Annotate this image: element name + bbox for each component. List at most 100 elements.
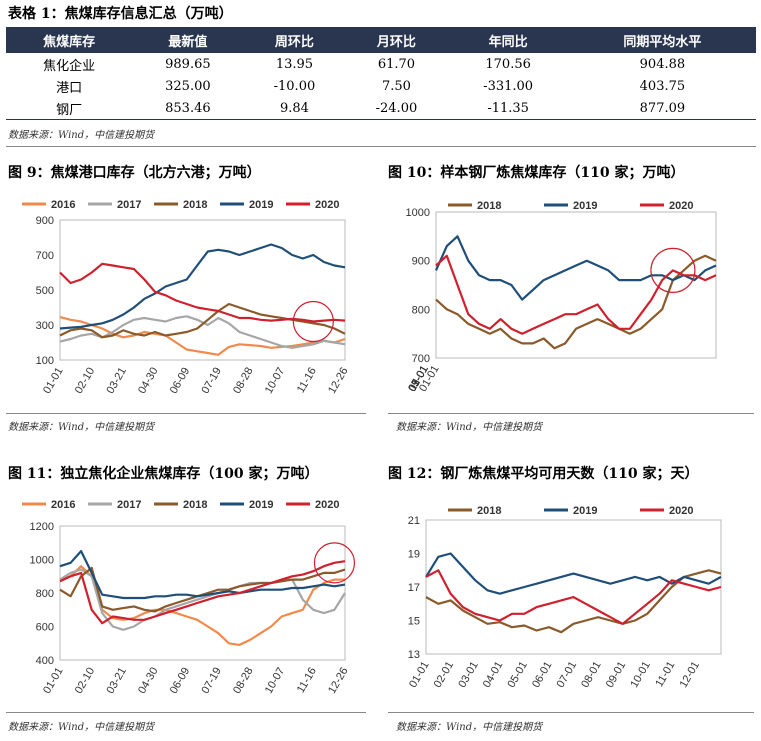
highlight-circle [313,542,356,584]
x-tick-label: 06-09 [168,366,192,396]
legend-label: 2018 [183,499,207,511]
x-tick-label: 10-07 [263,366,287,396]
header-cell: 同期平均水平 [568,27,756,53]
table-cell: -24.00 [345,97,448,120]
table-cell: -331.00 [483,78,534,94]
header-cell: 周环比 [243,27,346,53]
divider [388,712,754,713]
series-line-2019 [59,243,346,330]
table-row: 港口 325.00 -10.00 7.50 -331.00 403.75 [6,75,756,97]
legend-label: 2020 [669,200,693,212]
y-tick-label: 700 [36,250,54,262]
divider [6,712,366,713]
table-title: 表格 1：焦煤库存信息汇总（万吨） [8,6,233,22]
table-cell: 325.00 [165,78,211,94]
summary-table: 焦煤库存 最新值 周环比 月环比 年同比 同期平均水平 焦化企业 989.65 … [6,27,756,120]
x-tick-label: 10-01 [628,660,652,690]
chart-11-title: 图 11：独立焦化企业焦煤库存（100 家；万吨） [8,466,319,482]
y-tick-label: 21 [408,515,420,527]
x-tick-label: 07-01 [555,660,579,690]
plot-frame [435,211,717,359]
chart-9-title: 图 9：焦煤港口库存（北方六港；万吨） [8,165,261,181]
y-tick-label: 15 [408,616,420,628]
table-source: 数据来源：Wind，中信建投期货 [8,130,155,141]
chart-11-source: 数据来源：Wind，中信建投期货 [8,722,155,733]
x-tick-label: 03-21 [104,366,128,396]
x-tick-label: 12-26 [326,366,350,396]
series-line-2019 [425,552,722,595]
x-tick-label: 01-01 [41,366,65,396]
legend-label: 2018 [477,505,501,517]
chart-9-source: 数据来源：Wind，中信建投期货 [8,422,155,433]
x-tick-label: 03-01 [456,660,480,690]
series-line-2016 [59,565,345,646]
series-line-2020 [59,560,346,625]
plot-frame [59,219,346,361]
x-tick-label: 09-01 [604,660,628,690]
header-cell: 最新值 [132,27,244,53]
table-cell: 钢厂 [6,97,133,120]
x-tick-label: 04-30 [136,366,160,396]
y-tick-label: 800 [36,588,54,600]
table-row: 焦化企业 989.65 13.95 61.70 170.56 904.88 [6,53,756,75]
table-cell: -10.00 [273,78,316,94]
series-line-2020 [425,569,722,625]
y-tick-label: 1000 [30,555,54,567]
highlight-circle [292,300,334,343]
y-tick-label: 400 [36,655,54,667]
header-cell: 焦煤库存 [6,27,133,53]
x-tick-label: 02-10 [73,666,97,696]
series-line-2019 [59,549,346,600]
y-tick-label: 500 [36,285,54,297]
chart-9-port-inventory: 100 300 500 700 900 01-01 02-10 03-21 04-30 06-09… [22,199,351,396]
series-line-2018 [425,569,722,634]
y-tick-label: 900 [412,256,430,268]
x-tick-label: 04-01 [481,660,505,690]
legend-label: 2019 [573,200,597,212]
divider [6,146,756,147]
header-cell: 月环比 [345,27,448,53]
x-tick-label: 11-01 [653,660,677,690]
table-cell: -11.35 [447,97,569,120]
chart-11-coking-plant-inventory: 400 600 800 1000 1200 01-01 02-10 03-21 04-30 06-… [22,499,356,696]
table-row: 钢厂 853.46 9.84 -24.00 -11.35 877.09 [6,97,756,120]
x-tick-label: 12-26 [326,666,350,696]
y-tick-label: 700 [412,353,430,365]
table-cell: 9.84 [243,97,346,120]
chart-12-source: 数据来源：Wind，中信建投期货 [396,722,543,733]
y-tick-label: 300 [36,320,54,332]
plot-frame [59,525,346,661]
x-tick-label: 01-01 [41,666,65,696]
y-tick-label: 17 [408,582,420,594]
x-tick-label: 08-28 [231,366,255,396]
table-cell: 853.46 [132,97,244,120]
legend-label: 2020 [669,505,693,517]
x-tick-label: 08-01 [579,660,603,690]
table-cell: 61.70 [377,56,416,72]
y-tick-label: 13 [408,649,420,661]
table-cell: 7.50 [381,78,411,94]
table-cell: 焦化企业 [43,58,96,74]
x-tick-label: 11-16 [295,666,319,696]
legend-label: 2020 [315,199,339,211]
series-line-2016 [59,316,346,356]
plot-frame [425,519,722,655]
series-line-2017 [59,315,346,349]
legend-label: 2019 [249,199,273,211]
legend-label: 2019 [249,499,273,511]
header-cell: 年同比 [447,27,569,53]
y-tick-label: 100 [36,355,54,367]
x-tick-label: 04-30 [136,666,160,696]
x-tick-label: 06-09 [168,666,192,696]
x-tick-label: 08-28 [231,666,255,696]
series-line-2018 [59,302,346,339]
chart-12-title: 图 12：钢厂炼焦煤平均可用天数（110 家；天） [388,466,699,482]
chart-12-available-days: 13 15 17 19 21 01-01 02-01 03-01 04-01 05-01 06-01… [407,505,722,690]
x-tick-label: 12-01 [678,660,702,690]
x-tick-label: 05-01 [505,660,529,690]
x-tick-label: 07-19 [199,666,223,696]
y-tick-label: 600 [36,622,54,634]
y-tick-label: 1200 [30,521,54,533]
table-cell: 港口 [56,80,83,96]
table-header-row: 焦煤库存 最新值 周环比 月环比 年同比 同期平均水平 [6,27,756,53]
